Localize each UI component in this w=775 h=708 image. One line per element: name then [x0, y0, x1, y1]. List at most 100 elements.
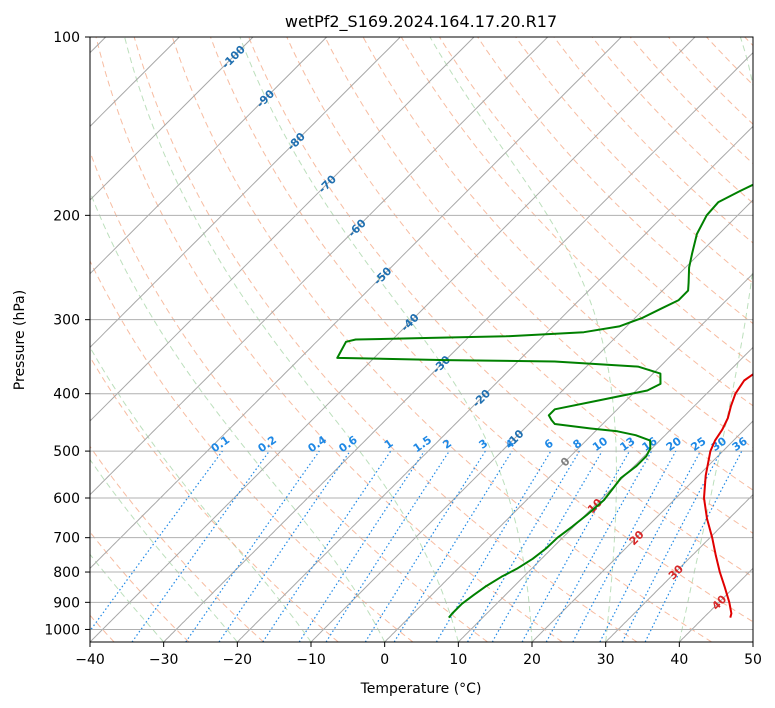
isotherm-line: [678, 567, 753, 642]
x-tick-label: 30: [597, 652, 615, 668]
mixing-ratio-line: [572, 450, 677, 642]
mixing-ratio-line: [262, 450, 392, 642]
y-tick-label: 100: [53, 30, 80, 46]
mixing-ratio-line: [90, 450, 223, 632]
x-tick-label: 40: [670, 652, 688, 668]
isotherm-line: [531, 420, 753, 642]
y-tick-label: 900: [53, 595, 80, 611]
dry-adiabat-line: [744, 37, 753, 47]
mixing-ratio-line: [466, 450, 580, 642]
mixing-ratio-label: 0.6: [336, 433, 360, 455]
dry-adiabat-line: [770, 24, 775, 642]
mixing-ratio-line: [599, 450, 702, 642]
isotherm-line: [384, 272, 753, 642]
isotherm-line: [90, 37, 181, 128]
mixing-ratio-line: [218, 450, 351, 642]
moist-adiabat-line: [90, 346, 312, 642]
dry-adiabat-line: [324, 37, 753, 491]
dry-adiabat-line: [248, 37, 753, 578]
moist-adiabat-line: [678, 37, 753, 642]
y-tick-label: 500: [53, 444, 80, 460]
series-layer: [336, 183, 753, 619]
y-tick-label: 800: [53, 565, 80, 581]
isotherm-line: [90, 37, 696, 642]
x-tick-label: 10: [449, 652, 467, 668]
dewpoint-line: [336, 183, 753, 619]
x-tick-label: −10: [296, 652, 326, 668]
y-axis-title: Pressure (hPa): [12, 290, 28, 390]
isotherm-line: [90, 37, 475, 422]
dry-adiabat-label: 30: [666, 562, 686, 582]
isotherm-line: [90, 37, 254, 201]
dry-adiabat-line: [209, 37, 753, 623]
dry-adiabat-line: [591, 37, 753, 204]
mixing-ratio-label: 1.5: [411, 433, 434, 455]
y-tick-label: 1000: [44, 622, 80, 638]
y-tick-label: 200: [53, 208, 80, 224]
isotherm-line: [90, 37, 402, 349]
dry-adiabat-line: [90, 150, 488, 642]
mixing-ratio-line: [545, 450, 653, 642]
moist-adiabat-line: [429, 37, 617, 642]
dry-adiabat-line: [90, 356, 339, 642]
isotherm-line: [163, 51, 753, 642]
moist-adiabat-line: [90, 458, 238, 642]
mixing-ratio-line: [325, 450, 450, 642]
moist-adiabat-line: [90, 190, 386, 642]
mixing-ratio-label: 0.1: [209, 433, 232, 455]
mixing-ratio-lines: [90, 450, 743, 642]
plot-frame: [89, 36, 754, 643]
chart-title: wetPf2_S169.2024.164.17.20.R17: [285, 12, 557, 32]
isotherm-line: [752, 641, 753, 642]
dry-adiabat-line: [362, 37, 753, 449]
dry-adiabat-line: [171, 37, 712, 642]
x-axis-title: Temperature (°C): [360, 681, 482, 697]
dry-adiabat-line: [90, 531, 190, 642]
isotherm-line: [90, 37, 623, 570]
mixing-ratio-line: [521, 450, 631, 642]
x-tick-label: 50: [744, 652, 762, 668]
dry-adiabat-label: -70: [316, 172, 339, 195]
moist-adiabat-line: [124, 37, 459, 642]
mixing-ratio-line: [644, 450, 743, 642]
dry-adiabat-line: [286, 37, 753, 534]
isotherm-line: [310, 199, 753, 642]
moist-adiabat-line: [239, 37, 533, 642]
dry-adiabat-line: [667, 37, 753, 125]
dry-adiabat-line: [90, 259, 414, 642]
isotherm-line: [605, 493, 753, 642]
y-tick-label: 300: [53, 313, 80, 329]
temperature-line: [703, 373, 753, 618]
mixing-ratio-label: 6: [542, 437, 556, 452]
y-axis: 100 200 300 400 500 600 700 800 900 1000: [44, 30, 90, 638]
y-tick-label: 400: [53, 387, 80, 403]
dry-adiabat-line: [95, 37, 563, 642]
isotherms: [90, 37, 753, 642]
y-tick-label: 700: [53, 531, 80, 547]
mixing-ratio-labels: 0.1 0.2 0.4 0.6 1 1.5 2 3 4 6 8 10 13 16 20 25 30 36: [209, 433, 750, 455]
dry-adiabat-line: [438, 37, 753, 366]
x-tick-label: 0: [380, 652, 389, 668]
mixing-ratio-line: [298, 450, 425, 642]
isobars: [90, 37, 753, 630]
isotherm-line: [90, 37, 328, 275]
dry-adiabat-line: [400, 37, 753, 407]
moist-adiabat-line: [90, 553, 165, 642]
isotherm-line: [457, 346, 753, 642]
mixing-ratio-line: [364, 450, 486, 642]
x-tick-label: −40: [75, 652, 105, 668]
plot-area: -100-90-80-70-60-50-40-30-20-10010203040…: [90, 24, 775, 642]
mixing-ratio-label: 0.4: [306, 433, 330, 455]
dry-adiabat-line: [90, 445, 264, 642]
mixing-ratio-line: [393, 450, 513, 642]
y-tick-label: 600: [53, 491, 80, 507]
dry-adiabat-label: -30: [430, 353, 453, 376]
x-axis: −40 −30 −20 −10 0 10 20 30 40 50: [75, 642, 762, 668]
mixing-ratio-line: [185, 450, 320, 642]
dry-adiabat-line: [133, 37, 638, 642]
isotherm-line: [90, 37, 549, 496]
dry-adiabat-line: [705, 37, 753, 86]
mixing-ratio-label: 2: [440, 437, 454, 452]
